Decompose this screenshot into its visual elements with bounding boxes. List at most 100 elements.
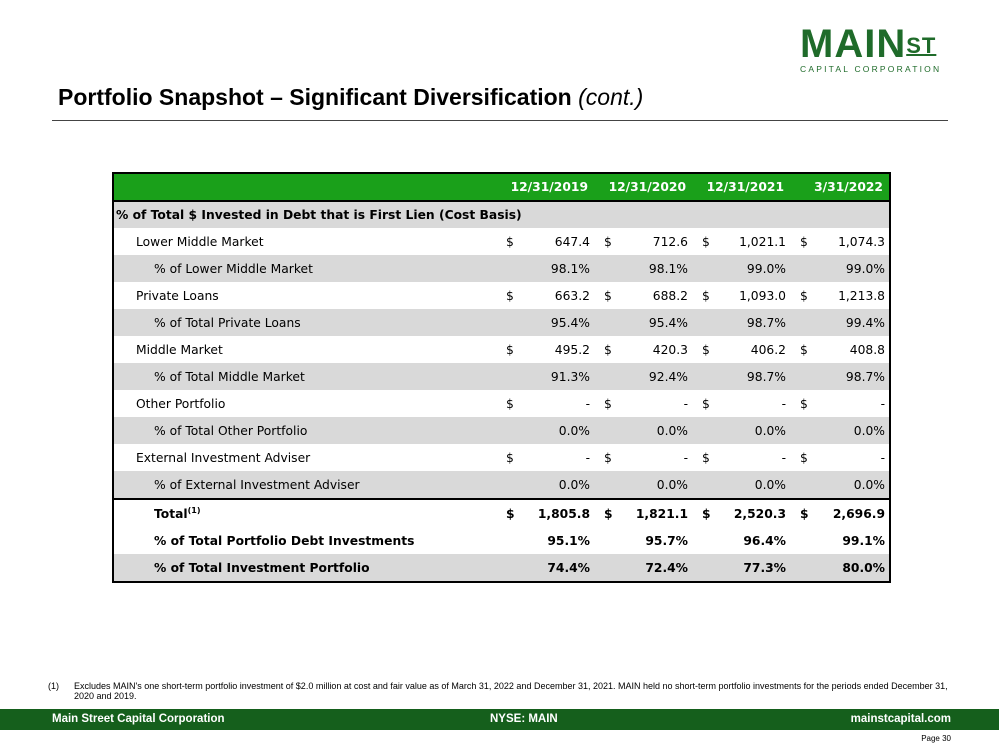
currency-symbol: $ — [604, 396, 612, 411]
currency-symbol: $ — [800, 506, 809, 521]
value-cell: 74.4% — [496, 554, 594, 583]
value-cell: 80.0% — [790, 554, 891, 583]
column-header: 12/31/2020 — [594, 172, 692, 202]
value-cell: $647.4 — [496, 228, 594, 255]
footer-bar: Main Street Capital Corporation NYSE: MA… — [0, 709, 999, 730]
value-cell: $ - — [496, 444, 594, 471]
cell-value: - — [683, 450, 688, 465]
column-header: 3/31/2022 — [790, 172, 891, 202]
currency-symbol: $ — [800, 288, 808, 303]
currency-symbol: $ — [506, 234, 514, 249]
footnote-text: Excludes MAIN's one short-term portfolio… — [74, 681, 948, 701]
header-blank-cell — [112, 172, 496, 202]
cell-value: - — [683, 396, 688, 411]
row-label-text: % of Total Private Loans — [154, 315, 301, 330]
currency-symbol: $ — [604, 506, 613, 521]
cell-value: 98.7% — [845, 369, 885, 384]
cell-value: 98.7% — [746, 315, 786, 330]
table-row: Other Portfolio $ - $ - $ - $ - — [112, 390, 891, 417]
value-cell: $1,805.8 — [496, 498, 594, 527]
table-row: % of Total Private Loans 95.4% 95.4% 98.7% 9… — [112, 309, 891, 336]
value-cell: $1,093.0 — [692, 282, 790, 309]
row-label: % of Total Middle Market — [112, 363, 496, 390]
cell-value: 663.2 — [554, 288, 590, 303]
cell-value: 495.2 — [554, 342, 590, 357]
table-header-row: 12/31/2019 12/31/2020 12/31/2021 3/31/2022 — [112, 172, 891, 202]
title-divider — [52, 120, 948, 121]
table-row: % of Total Middle Market 91.3% 92.4% 98.7% 9… — [112, 363, 891, 390]
cell-value: 0.0% — [754, 423, 786, 438]
main-street-logo: MAINST CAPITAL CORPORATION — [800, 24, 942, 74]
row-label-text: Private Loans — [136, 288, 219, 303]
cell-value: - — [585, 396, 590, 411]
cell-value: 0.0% — [656, 477, 688, 492]
value-cell: 98.7% — [692, 363, 790, 390]
value-cell: 0.0% — [496, 471, 594, 499]
cell-value: 1,821.1 — [635, 506, 688, 521]
logo-subtitle: CAPITAL CORPORATION — [800, 64, 942, 74]
currency-symbol: $ — [800, 234, 808, 249]
row-label: Middle Market — [112, 336, 496, 363]
value-cell: 0.0% — [594, 417, 692, 444]
table-row: Private Loans $663.2 $688.2 $1,093.0 $1,213.… — [112, 282, 891, 309]
value-cell: $408.8 — [790, 336, 891, 363]
row-label-text: Other Portfolio — [136, 396, 226, 411]
cell-value: 99.1% — [842, 533, 885, 548]
currency-symbol: $ — [702, 234, 710, 249]
currency-symbol: $ — [702, 342, 710, 357]
cell-value: 95.1% — [547, 533, 590, 548]
row-label-text: % of External Investment Adviser — [154, 477, 360, 492]
currency-symbol: $ — [506, 506, 515, 521]
cell-value: 95.4% — [550, 315, 590, 330]
value-cell: 98.7% — [692, 309, 790, 336]
currency-symbol: $ — [506, 342, 514, 357]
currency-symbol: $ — [702, 506, 711, 521]
row-label: % of Total Investment Portfolio — [112, 554, 496, 583]
value-cell: 95.4% — [594, 309, 692, 336]
cell-value: 98.7% — [746, 369, 786, 384]
section-header-row: % of Total $ Invested in Debt that is Fi… — [112, 201, 891, 228]
cell-value: 91.3% — [550, 369, 590, 384]
value-cell: 0.0% — [692, 471, 790, 499]
value-cell: 0.0% — [790, 417, 891, 444]
value-cell: $495.2 — [496, 336, 594, 363]
table-row: Lower Middle Market $647.4 $712.6 $1,021.1 $… — [112, 228, 891, 255]
value-cell: $688.2 — [594, 282, 692, 309]
cell-value: 1,805.8 — [537, 506, 590, 521]
cell-value: 2,696.9 — [832, 506, 885, 521]
cell-value: - — [781, 450, 786, 465]
cell-value: 1,093.0 — [739, 288, 786, 303]
cell-value: 1,021.1 — [739, 234, 786, 249]
first-lien-table: 12/31/2019 12/31/2020 12/31/2021 3/31/2022%… — [112, 172, 891, 583]
logo-st-text: ST — [906, 33, 937, 58]
row-label: % of External Investment Adviser — [112, 471, 496, 499]
value-cell: $1,074.3 — [790, 228, 891, 255]
table-row: % of Total Portfolio Debt Investments 95.… — [112, 527, 891, 554]
footer-company: Main Street Capital Corporation — [52, 713, 225, 725]
title-cont: (cont.) — [578, 84, 644, 110]
value-cell: 99.0% — [790, 255, 891, 282]
value-cell: 0.0% — [790, 471, 891, 499]
row-label: % of Total Other Portfolio — [112, 417, 496, 444]
cell-value: 0.0% — [558, 477, 590, 492]
table-row: % of External Investment Adviser 0.0% 0.0%… — [112, 471, 891, 499]
section-blank-cell — [692, 201, 790, 228]
cell-value: 408.8 — [849, 342, 885, 357]
cell-value: - — [880, 450, 885, 465]
value-cell: $ - — [496, 390, 594, 417]
value-cell: $ - — [692, 390, 790, 417]
row-label: Private Loans — [112, 282, 496, 309]
table-row: Middle Market $495.2 $420.3 $406.2 $408.8 — [112, 336, 891, 363]
value-cell: $ - — [790, 390, 891, 417]
footnote: (1) Excludes MAIN's one short-term portf… — [48, 681, 948, 701]
row-label: % of Total Portfolio Debt Investments — [112, 527, 496, 554]
currency-symbol: $ — [506, 396, 514, 411]
value-cell: $420.3 — [594, 336, 692, 363]
cell-value: 1,074.3 — [838, 234, 885, 249]
value-cell: $663.2 — [496, 282, 594, 309]
section-blank-cell — [790, 201, 891, 228]
cell-value: 77.3% — [743, 560, 786, 575]
section-label: % of Total $ Invested in Debt that is Fi… — [112, 201, 522, 228]
currency-symbol: $ — [604, 450, 612, 465]
row-label: % of Lower Middle Market — [112, 255, 496, 282]
